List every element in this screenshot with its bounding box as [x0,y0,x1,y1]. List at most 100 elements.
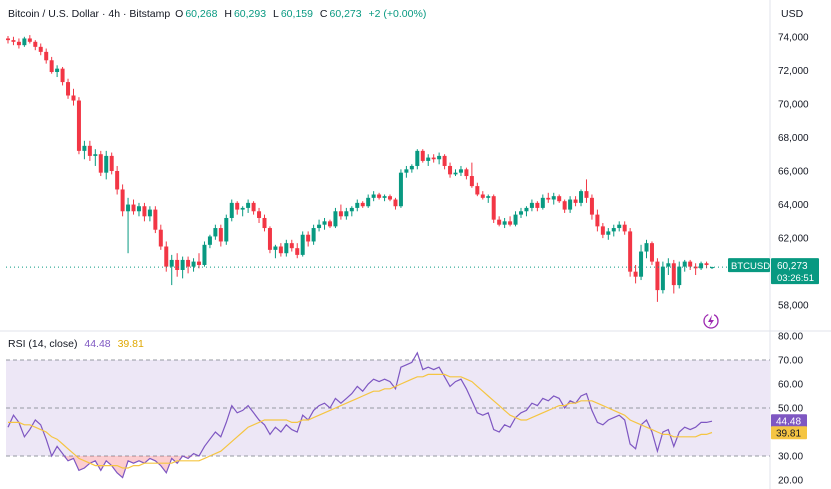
candle-body [186,259,191,267]
candle-body [486,196,491,198]
rsi-value-tag-text: 44.48 [776,417,801,428]
candle [158,224,163,250]
candle-body [355,202,360,208]
candle-body [49,60,54,73]
candle [497,216,502,227]
candle-body [142,206,147,217]
candle-body [502,221,507,225]
rsi-tick-label: 70.00 [778,356,803,367]
candle [27,35,32,44]
candle [480,191,485,200]
candle [136,202,141,217]
candle-body [360,202,365,207]
candle [382,194,387,202]
candle-body [240,207,245,210]
candle-body [606,231,611,235]
candle-body [104,155,109,173]
candle-body [710,267,714,269]
candle [235,201,240,215]
candle-body [202,244,207,265]
symbol-tag-bg [728,258,770,273]
rsi-title[interactable]: RSI (14, close) [8,338,78,350]
candle-body [464,169,469,177]
candle [420,149,425,163]
candle [628,228,633,277]
low-value: 60,159 [280,8,313,20]
candle-body [535,202,540,208]
candle [109,152,114,175]
candle-body [38,46,43,52]
candle [415,149,420,170]
candle [186,256,191,274]
candle-body [257,211,262,218]
price-tick-label: 62,000 [778,234,809,245]
candle [562,199,567,213]
rsi-tick-label: 60.00 [778,380,803,391]
candle-body [207,236,212,245]
candle-body [469,176,474,187]
candle-body [518,211,523,215]
rsi-tick-label: 50.00 [778,404,803,415]
high-label: H [224,8,232,20]
candle-body [388,196,393,200]
candle [584,179,589,203]
candle-body [557,196,562,202]
candle [448,162,453,178]
rsi-ma-value-tag-text: 39.81 [776,429,801,440]
candle-body [524,207,529,212]
candle [366,194,371,208]
candle-body [600,226,605,235]
candle [589,194,594,220]
candle [104,150,109,180]
candle-body [175,259,180,270]
candle [218,224,223,247]
candle [120,184,125,217]
candle [11,36,16,46]
candle [655,258,660,302]
candle-body [693,266,698,269]
close-value: 60,273 [329,8,362,20]
candle [360,201,365,208]
candle-body [33,41,38,47]
candle [207,234,212,249]
candle [224,214,229,245]
candle-body [644,243,649,252]
candle [344,207,349,220]
candle-body [404,169,409,173]
symbol-description[interactable]: Bitcoin / U.S. Dollar · 4h · Bitstamp [8,8,171,20]
candle [306,231,311,247]
candle [349,206,354,217]
currency-label[interactable]: USD [781,8,804,20]
price-tag-bg [771,258,819,285]
candle-body [87,145,92,156]
candle-body [164,246,169,267]
candle [246,199,251,213]
candle [677,261,682,289]
candle [617,221,622,232]
candle-body [278,246,283,254]
candle [557,194,562,203]
candle [98,150,103,177]
candle [44,48,49,64]
candle-body [22,38,27,46]
candle [49,56,54,74]
candle-body [639,251,644,277]
candle-body [262,217,267,229]
rsi-line [7,351,713,479]
candle [710,266,714,269]
candle-body [480,194,485,198]
candle-body [649,243,654,262]
candle [469,162,474,188]
candle [458,165,463,177]
candle [317,219,322,232]
candle-body [66,82,71,96]
candle [169,254,174,286]
rsi-ma-value-tag [771,426,807,440]
price-tick-label: 58,000 [778,301,809,312]
candle-body [349,207,354,212]
price-tag-countdown: 03:26:51 [777,273,814,284]
rsi-tick-label: 80.00 [778,332,803,343]
candle [633,264,638,284]
candle [644,239,649,259]
